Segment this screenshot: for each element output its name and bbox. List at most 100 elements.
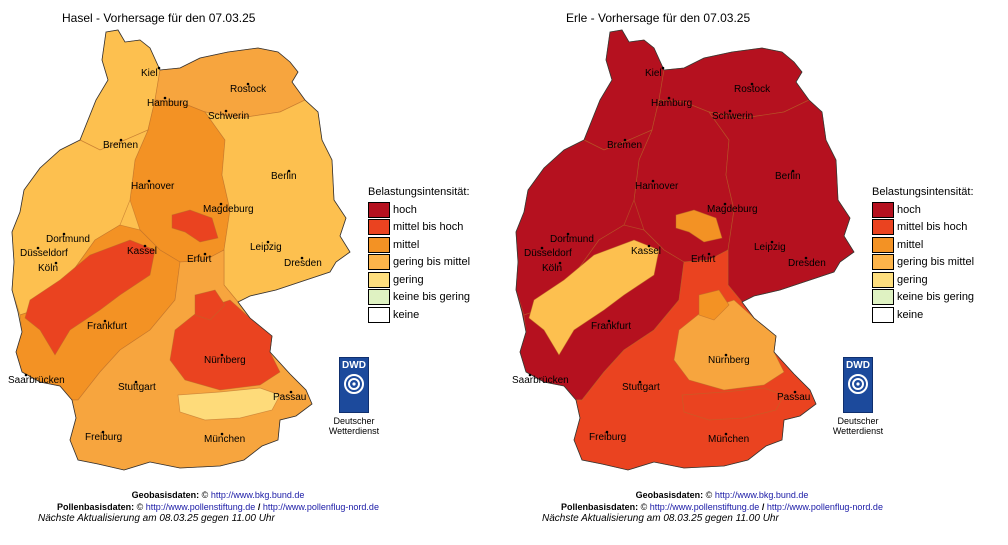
legend: Belastungsintensität: hoch mittel bis hoc…	[368, 186, 470, 324]
city-marker: Passau	[273, 390, 306, 403]
legend-item: keine bis gering	[368, 289, 470, 307]
city-label: München	[204, 434, 245, 445]
border-line	[515, 29, 855, 471]
footer: Geobasisdaten: © http://www.bkg.bund.de …	[38, 489, 398, 525]
region-hot4	[194, 289, 226, 321]
city-dot	[62, 232, 66, 236]
city-marker: Magdeburg	[203, 202, 254, 215]
city-marker: Bremen	[103, 138, 138, 151]
city-dot	[246, 82, 250, 86]
update-note: Nächste Aktualisierung am 08.03.25 gegen…	[542, 513, 779, 524]
city-marker: Berlin	[775, 169, 801, 182]
city-marker: Dresden	[788, 256, 826, 269]
city-dot	[647, 244, 651, 248]
city-marker: Stuttgart	[118, 380, 156, 393]
pollenstiftung-link[interactable]: http://www.pollenstiftung.de	[145, 502, 256, 512]
legend-item: gering	[872, 271, 974, 289]
region-hot1	[171, 209, 219, 243]
city-dot	[134, 380, 138, 384]
region-hot2	[528, 239, 660, 356]
city-marker: Kiel	[645, 66, 665, 79]
legend-title: Belastungsintensität:	[872, 186, 974, 198]
city-marker: Schwerin	[712, 109, 753, 122]
legend-item: keine bis gering	[872, 289, 974, 307]
dwd-name: Deutscher Wetterdienst	[328, 416, 380, 436]
city-label: Dresden	[284, 258, 322, 269]
city-marker: Dresden	[284, 256, 322, 269]
city-dot	[804, 256, 808, 260]
city-marker: Dortmund	[46, 232, 90, 245]
legend-swatch	[872, 271, 894, 288]
city-label: Saarbrücken	[8, 375, 65, 386]
legend-swatch	[368, 219, 390, 236]
city-marker: Saarbrücken	[512, 373, 569, 386]
region-hot3	[169, 299, 281, 391]
city-label: Erfurt	[187, 254, 212, 265]
city-label: Freiburg	[589, 432, 626, 443]
city-marker: München	[204, 432, 245, 445]
city-label: München	[708, 434, 749, 445]
city-label: Kiel	[141, 68, 158, 79]
map-title: Hasel - Vorhersage für den 07.03.25	[62, 11, 256, 25]
city-dot	[707, 252, 711, 256]
city-dot	[54, 261, 58, 265]
city-dot	[605, 430, 609, 434]
city-dot	[638, 380, 642, 384]
city-dot	[287, 169, 291, 173]
city-label: Berlin	[271, 171, 297, 182]
legend-item: gering	[368, 271, 470, 289]
city-label: Bremen	[607, 140, 642, 151]
city-label: Hannover	[635, 181, 679, 192]
pollenflug-nord-link[interactable]: http://www.pollenflug-nord.de	[766, 502, 883, 512]
city-dot	[724, 432, 728, 436]
city-marker: Erfurt	[187, 252, 212, 265]
geobasis-row: Geobasisdaten: © http://www.bkg.bund.de	[635, 490, 809, 500]
city-dot	[224, 109, 228, 113]
swirl-icon	[848, 374, 868, 394]
city-label: Kassel	[127, 246, 157, 257]
pollen-row: Pollenbasisdaten: © http://www.pollensti…	[57, 502, 379, 512]
legend-label: gering	[897, 273, 928, 286]
city-dot	[791, 169, 795, 173]
germany-map: Kiel Hamburg Rostock Schwerin Bremen Hannover…	[512, 29, 855, 471]
legend-swatch	[872, 306, 894, 323]
city-marker: Frankfurt	[87, 319, 127, 332]
legend-item: hoch	[368, 201, 470, 219]
legend-item: keine	[872, 306, 974, 324]
region-hot2	[24, 239, 156, 356]
legend-label: mittel bis hoch	[897, 221, 968, 234]
legend-items: hoch mittel bis hoch mittel gering bis mitt…	[368, 201, 470, 324]
city-label: Bremen	[103, 140, 138, 151]
city-marker: Hamburg	[147, 96, 188, 109]
city-dot	[147, 179, 151, 183]
city-marker: Freiburg	[85, 430, 122, 443]
bkg-link[interactable]: http://www.bkg.bund.de	[210, 490, 305, 500]
city-dot	[667, 96, 671, 100]
city-dot	[36, 246, 40, 250]
legend-label: mittel	[897, 238, 924, 251]
city-marker: München	[708, 432, 749, 445]
legend-label: mittel	[393, 238, 420, 251]
city-label: Passau	[273, 392, 306, 403]
city-marker: Leipzig	[754, 240, 786, 253]
city-marker: Rostock	[230, 82, 267, 95]
swirl-icon	[344, 374, 364, 394]
pollenstiftung-link[interactable]: http://www.pollenstiftung.de	[649, 502, 760, 512]
city-marker: Rostock	[734, 82, 771, 95]
city-dot	[540, 246, 544, 250]
bkg-link[interactable]: http://www.bkg.bund.de	[714, 490, 809, 500]
pollenflug-nord-link[interactable]: http://www.pollenflug-nord.de	[262, 502, 379, 512]
city-dot	[724, 353, 728, 357]
legend-item: mittel bis hoch	[872, 219, 974, 237]
city-label: Freiburg	[85, 432, 122, 443]
city-marker: Leipzig	[250, 240, 282, 253]
city-marker: Stuttgart	[622, 380, 660, 393]
legend-swatch	[368, 254, 390, 271]
city-label: Nürnberg	[708, 355, 750, 366]
dwd-logo-mark: DWD	[843, 357, 873, 413]
dwd-logo-text: DWD	[846, 360, 870, 371]
city-label: Passau	[777, 392, 810, 403]
city-label: Magdeburg	[707, 204, 758, 215]
legend: Belastungsintensität: hoch mittel bis hoc…	[872, 186, 974, 324]
city-label: Erfurt	[691, 254, 716, 265]
